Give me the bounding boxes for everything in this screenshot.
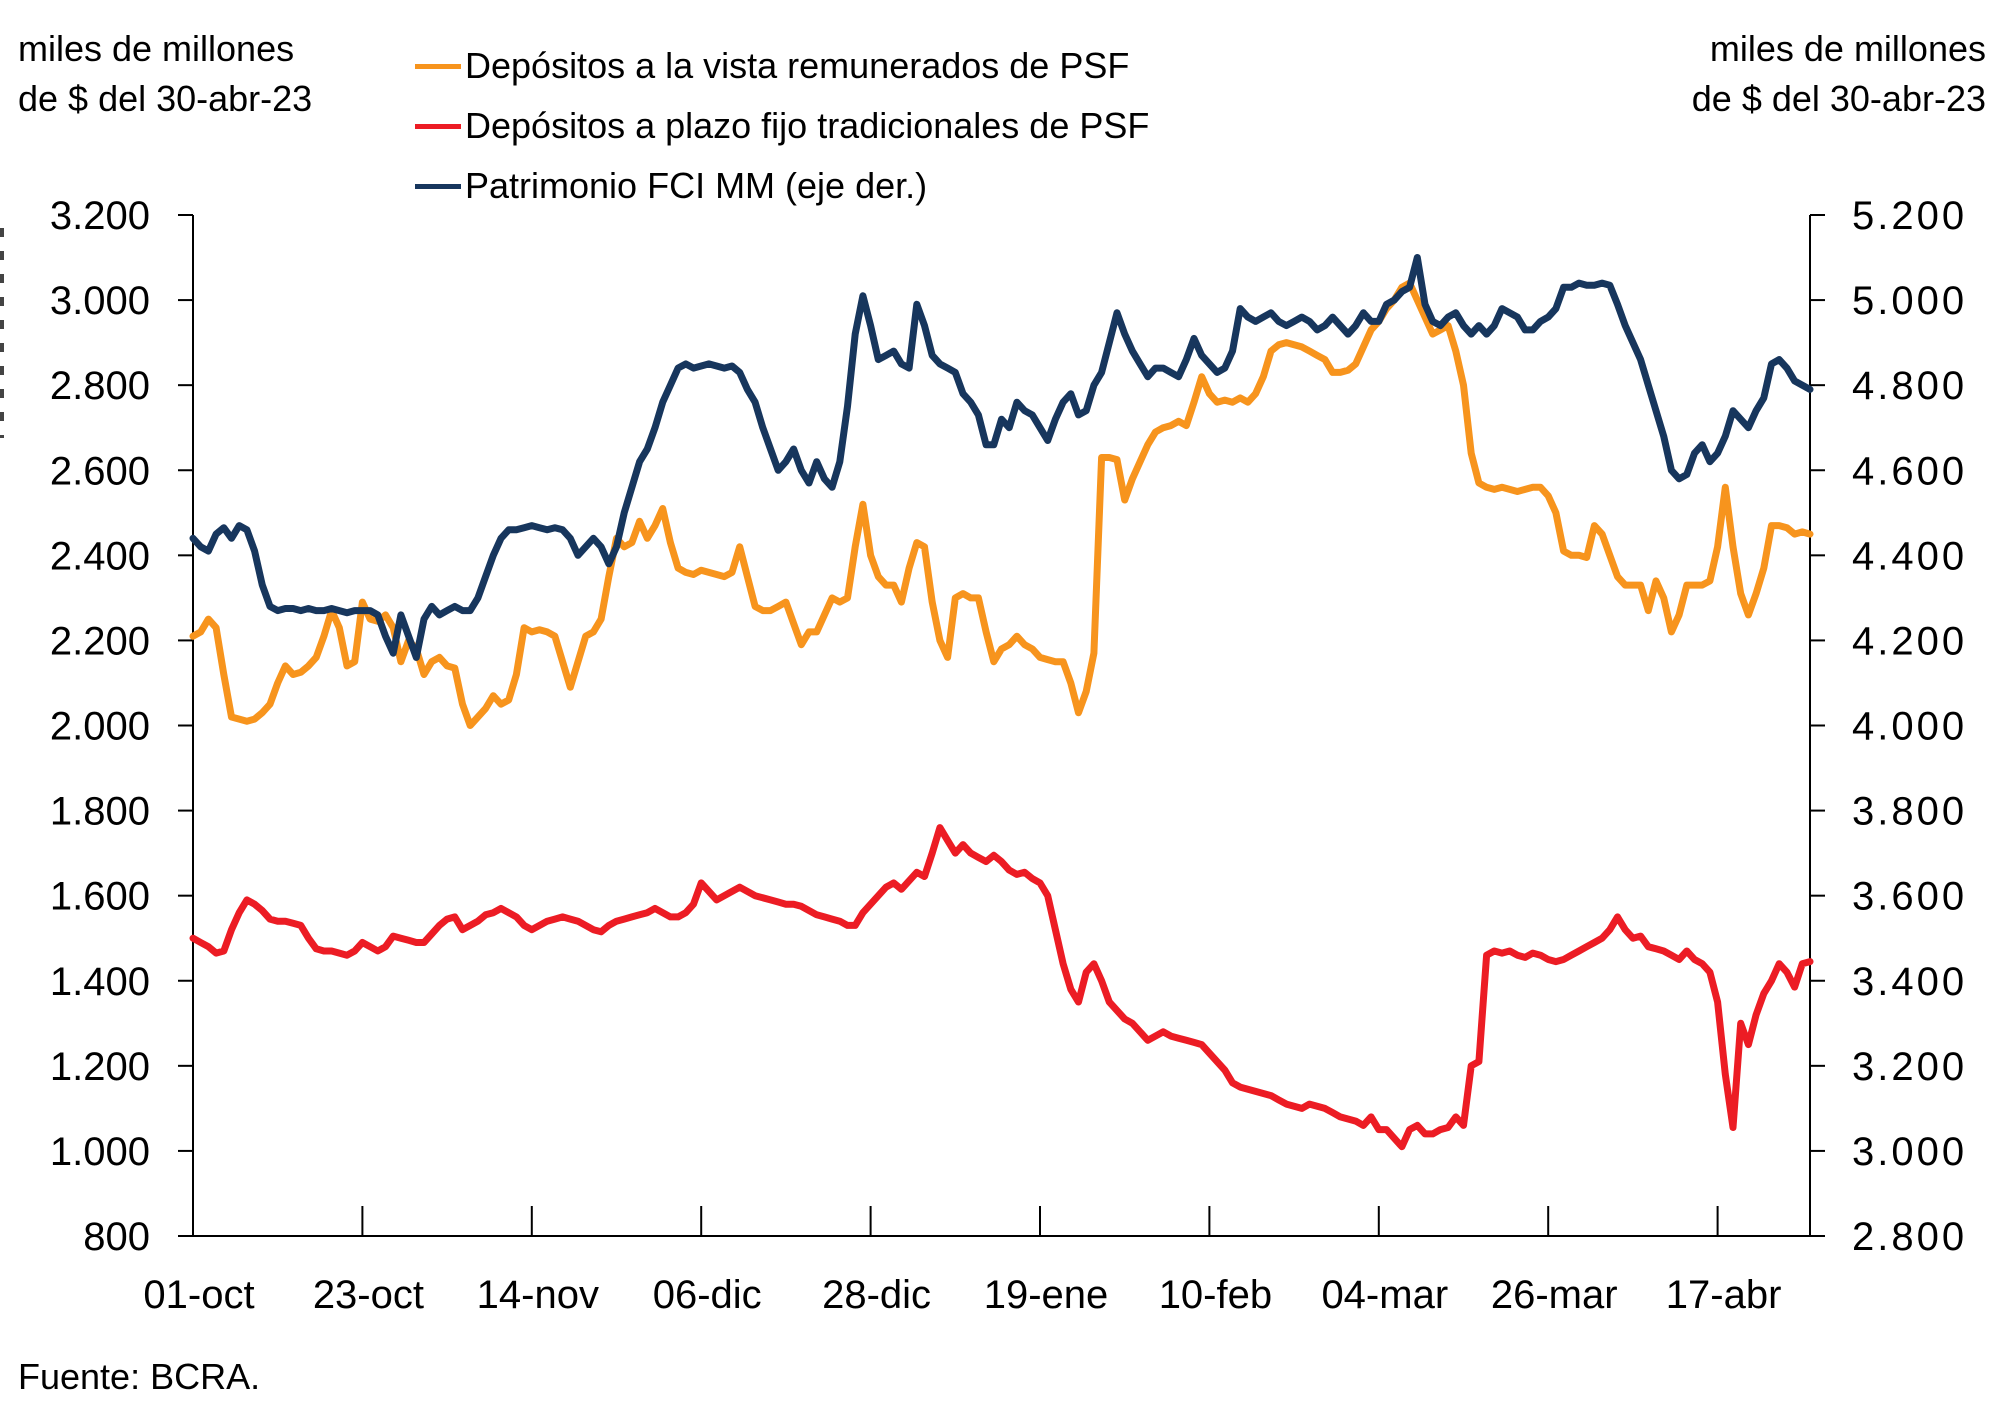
right-axis-tick-label: 4.000 bbox=[1852, 705, 1967, 749]
right-axis-unit-label: miles de millones de $ del 30-abr-23 bbox=[1692, 24, 1986, 123]
left-axis-unit-line2: de $ del 30-abr-23 bbox=[18, 77, 313, 119]
legend-label: Depósitos a plazo fijo tradicionales de … bbox=[465, 105, 1150, 146]
right-axis-tick-label: 4.600 bbox=[1852, 449, 1967, 493]
right-axis-tick-label: 4.400 bbox=[1852, 534, 1967, 578]
legend-line-swatch-navy bbox=[415, 183, 461, 189]
x-axis-tick-label: 28-dic bbox=[822, 1273, 931, 1317]
legend-item-vista: Depósitos a la vista remunerados de PSF bbox=[415, 36, 1149, 96]
legend-line-swatch-orange bbox=[415, 63, 461, 69]
legend-item-plazo-fijo: Depósitos a plazo fijo tradicionales de … bbox=[415, 96, 1149, 156]
left-axis-tick-label: 3.000 bbox=[50, 279, 150, 323]
legend-item-fci: Patrimonio FCI MM (eje der.) bbox=[415, 156, 1149, 216]
left-axis-tick-label: 1.600 bbox=[50, 875, 150, 919]
x-axis-tick-label: 26-mar bbox=[1491, 1273, 1618, 1317]
left-axis-tick-label: 800 bbox=[83, 1215, 150, 1259]
legend-label: Depósitos a la vista remunerados de PSF bbox=[465, 45, 1130, 86]
right-axis-tick-label: 3.800 bbox=[1852, 790, 1967, 834]
legend-line-swatch-red bbox=[415, 123, 461, 129]
x-axis-tick-label: 10-feb bbox=[1159, 1273, 1272, 1317]
right-axis-unit-line1: miles de millones bbox=[1709, 28, 1986, 69]
series-line-vista-remunerados bbox=[189, 279, 1814, 729]
right-axis-tick-label: 3.200 bbox=[1852, 1045, 1967, 1089]
left-axis-tick-label: 1.400 bbox=[50, 960, 150, 1004]
left-axis-unit-line1: miles de millones bbox=[18, 28, 295, 69]
left-axis-tick-label: 3.200 bbox=[50, 194, 150, 238]
right-axis-tick-label: 5.000 bbox=[1852, 279, 1967, 323]
left-axis-tick-label: 2.200 bbox=[50, 619, 150, 663]
left-axis-tick-label: 1.200 bbox=[50, 1045, 150, 1089]
x-axis-tick-label: 04-mar bbox=[1321, 1273, 1448, 1317]
right-axis-tick-label: 3.400 bbox=[1852, 960, 1967, 1004]
source-note: Fuente: BCRA. bbox=[18, 1356, 261, 1397]
left-axis-tick-label: 2.000 bbox=[50, 705, 150, 749]
x-axis-tick-label: 06-dic bbox=[653, 1273, 762, 1317]
left-axis-tick-label: 2.800 bbox=[50, 364, 150, 408]
left-axis-tick-label: 2.400 bbox=[50, 534, 150, 578]
legend-label: Patrimonio FCI MM (eje der.) bbox=[465, 165, 928, 206]
x-axis-tick-label: 17-abr bbox=[1666, 1273, 1782, 1317]
x-axis-tick-label: 23-oct bbox=[313, 1273, 424, 1317]
left-axis-tick-label: 2.600 bbox=[50, 449, 150, 493]
series-line-patrimonio-fci bbox=[189, 254, 1814, 661]
right-axis-tick-label: 4.200 bbox=[1852, 619, 1967, 663]
right-axis-tick-label: 3.000 bbox=[1852, 1130, 1967, 1174]
right-axis-tick-label: 4.800 bbox=[1852, 364, 1967, 408]
left-edge-clipped-text bbox=[0, 228, 4, 438]
right-axis-tick-label: 5.200 bbox=[1852, 194, 1967, 238]
x-axis-tick-label: 14-nov bbox=[477, 1273, 599, 1317]
chart-legend: Depósitos a la vista remunerados de PSF … bbox=[415, 36, 1149, 216]
x-axis-tick-label: 01-oct bbox=[143, 1273, 254, 1317]
left-axis-tick-label: 1.800 bbox=[50, 790, 150, 834]
left-axis-tick-label: 1.000 bbox=[50, 1130, 150, 1174]
right-axis-unit-line2: de $ del 30-abr-23 bbox=[1691, 77, 1986, 119]
right-axis-tick-label: 3.600 bbox=[1852, 875, 1967, 919]
x-axis-tick-label: 19-ene bbox=[984, 1273, 1109, 1317]
series-line-plazo-fijo bbox=[189, 824, 1814, 1151]
left-axis-unit-label: miles de millones de $ del 30-abr-23 bbox=[18, 24, 312, 123]
right-axis-tick-label: 2.800 bbox=[1852, 1215, 1967, 1259]
